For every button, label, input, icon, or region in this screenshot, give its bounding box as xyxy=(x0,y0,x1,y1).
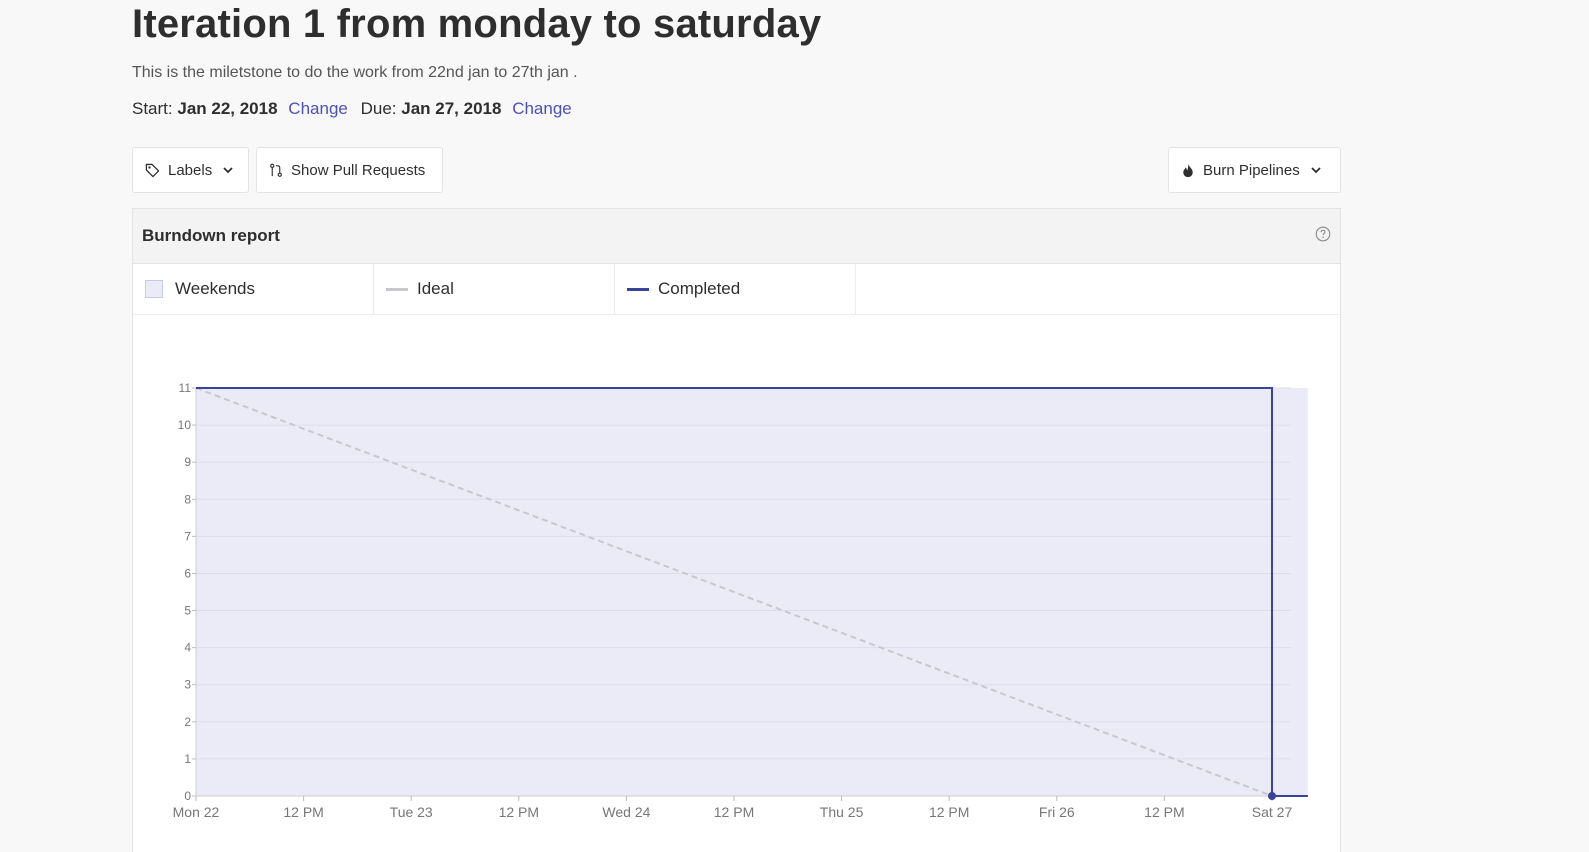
x-tick-label: Mon 22 xyxy=(173,804,220,820)
ideal-line xyxy=(195,387,1273,797)
show-pull-requests-button[interactable]: Show Pull Requests xyxy=(256,147,443,193)
y-tick-label: 6 xyxy=(184,566,191,580)
labels-button-label: Labels xyxy=(168,161,213,179)
pull-requests-button-label: Show Pull Requests xyxy=(291,161,426,179)
flame-icon xyxy=(1181,163,1195,178)
chevron-down-icon xyxy=(222,164,234,176)
legend-item-ideal[interactable]: Ideal xyxy=(374,264,615,314)
due-label: Due: xyxy=(360,99,397,118)
start-date: Jan 22, 2018 xyxy=(177,99,278,118)
y-tick-label: 5 xyxy=(184,604,191,618)
due-date: Jan 27, 2018 xyxy=(401,99,502,118)
x-tick-label: 12 PM xyxy=(1144,804,1184,820)
burn-pipelines-dropdown-button[interactable]: Burn Pipelines xyxy=(1168,147,1341,193)
completed-line xyxy=(196,387,1308,797)
legend-label-weekends: Weekends xyxy=(175,279,256,298)
y-tick-label: 11 xyxy=(179,381,192,395)
x-tick-label: Wed 24 xyxy=(602,804,650,820)
y-tick-label: 9 xyxy=(184,455,191,469)
x-tick-label: Fri 26 xyxy=(1039,804,1075,820)
y-tick-label: 2 xyxy=(184,715,191,729)
burn-pipelines-button-label: Burn Pipelines xyxy=(1203,161,1300,179)
burndown-panel-header: Burndown report xyxy=(133,209,1340,264)
legend-item-completed[interactable]: Completed xyxy=(615,264,856,314)
labels-dropdown-button[interactable]: Labels xyxy=(132,147,249,193)
x-tick-label: 12 PM xyxy=(283,804,323,820)
change-due-link[interactable]: Change xyxy=(512,99,572,118)
weekends-swatch xyxy=(145,280,163,298)
burndown-chart-area: 0 1 2 3 4 5 6 7 8 9 10 11 Mon 22 12 PM Tue 23 12 PM Wed … xyxy=(133,315,1340,852)
milestone-dates: Start: Jan 22, 2018 Change Due: Jan 27, … xyxy=(132,99,580,119)
completed-point xyxy=(1268,792,1276,800)
x-tick-label: Thu 25 xyxy=(820,804,864,820)
page-title: Iteration 1 from monday to saturday xyxy=(132,2,822,46)
x-tick-label: 12 PM xyxy=(499,804,539,820)
y-tick-label: 3 xyxy=(184,678,191,692)
x-tick-label: Tue 23 xyxy=(390,804,433,820)
x-tick-label: 12 PM xyxy=(714,804,754,820)
milestone-description: This is the miletstone to do the work fr… xyxy=(132,64,578,81)
ideal-swatch xyxy=(386,287,408,291)
burndown-panel: Burndown report Weekends Ideal Completed… xyxy=(132,208,1341,852)
chevron-down-icon xyxy=(1310,164,1322,176)
x-tick-label: Sat 27 xyxy=(1252,804,1293,820)
y-tick-label: 7 xyxy=(184,529,191,543)
y-tick-label: 8 xyxy=(184,492,191,506)
weekends-region xyxy=(196,388,1308,796)
y-tick-label: 10 xyxy=(178,418,192,432)
burndown-chart: 0 1 2 3 4 5 6 7 8 9 10 11 Mon 22 12 PM Tue 23 12 PM Wed … xyxy=(173,381,1308,820)
y-tick-label: 1 xyxy=(184,752,191,766)
y-tick-label: 4 xyxy=(184,641,191,655)
tag-icon xyxy=(145,163,160,178)
start-label: Start: xyxy=(132,99,173,118)
x-tick-label: 12 PM xyxy=(929,804,969,820)
legend-label-ideal: Ideal xyxy=(417,279,454,298)
y-tick-label: 0 xyxy=(184,789,191,803)
pull-request-icon xyxy=(269,163,283,178)
burndown-title: Burndown report xyxy=(142,226,280,245)
completed-swatch xyxy=(627,287,649,291)
change-start-link[interactable]: Change xyxy=(288,99,348,118)
help-icon[interactable] xyxy=(1315,226,1331,242)
legend-label-completed: Completed xyxy=(658,279,741,298)
chart-legend: Weekends Ideal Completed xyxy=(133,264,1340,315)
legend-item-weekends[interactable]: Weekends xyxy=(133,264,374,314)
